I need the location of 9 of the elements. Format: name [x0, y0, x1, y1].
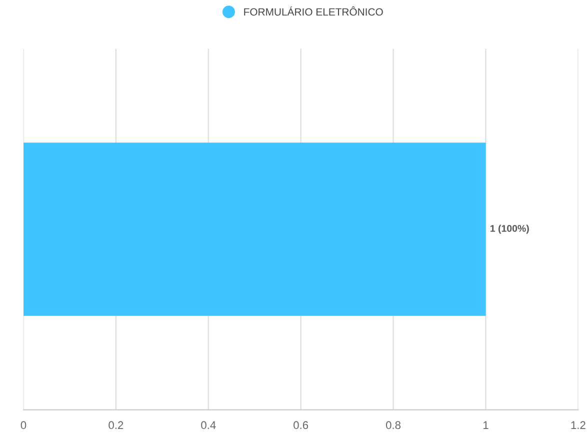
x-tick-label: 0.6: [294, 421, 308, 430]
x-tick-label: 0: [20, 421, 26, 430]
x-tick-label: 1: [484, 421, 488, 429]
x-tick-label: 0.4: [201, 421, 216, 430]
data-label: 1 (100%): [490, 224, 529, 234]
x-tick-label: 1.2: [571, 421, 586, 429]
x-tick-label: 0.8: [386, 421, 401, 430]
x-tick-label: 0.2: [108, 421, 124, 430]
legend-label: FORMULÁRIO ELETRÔNICO: [244, 6, 383, 16]
